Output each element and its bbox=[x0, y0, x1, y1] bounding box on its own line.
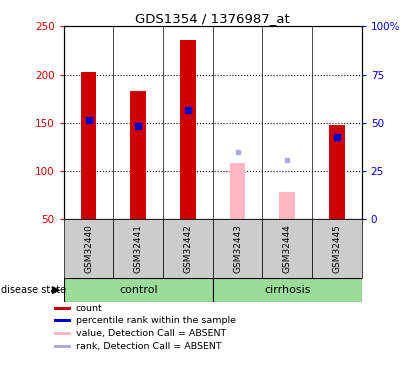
Point bbox=[334, 134, 340, 140]
Text: count: count bbox=[76, 304, 102, 313]
Point bbox=[284, 158, 291, 164]
Text: percentile rank within the sample: percentile rank within the sample bbox=[76, 316, 236, 326]
Text: GSM32442: GSM32442 bbox=[183, 224, 192, 273]
Text: control: control bbox=[119, 285, 157, 295]
Bar bbox=[230, 164, 245, 219]
Bar bbox=[64, 278, 213, 302]
Text: cirrhosis: cirrhosis bbox=[264, 285, 310, 295]
Bar bbox=[279, 192, 295, 219]
Point bbox=[185, 107, 191, 113]
Bar bbox=[64, 219, 113, 278]
Text: ▶: ▶ bbox=[53, 285, 61, 295]
Point bbox=[85, 117, 92, 123]
Text: GSM32444: GSM32444 bbox=[283, 224, 292, 273]
Text: GSM32441: GSM32441 bbox=[134, 224, 143, 273]
Bar bbox=[329, 125, 345, 219]
FancyBboxPatch shape bbox=[53, 345, 71, 348]
FancyBboxPatch shape bbox=[53, 320, 71, 322]
Title: GDS1354 / 1376987_at: GDS1354 / 1376987_at bbox=[135, 12, 290, 25]
Bar bbox=[163, 219, 213, 278]
Bar bbox=[180, 40, 196, 219]
Text: value, Detection Call = ABSENT: value, Detection Call = ABSENT bbox=[76, 329, 226, 338]
Point bbox=[135, 123, 141, 129]
Bar bbox=[213, 219, 262, 278]
Text: GSM32445: GSM32445 bbox=[332, 224, 342, 273]
FancyBboxPatch shape bbox=[53, 307, 71, 310]
FancyBboxPatch shape bbox=[53, 332, 71, 335]
Text: disease state: disease state bbox=[1, 285, 66, 295]
Point bbox=[234, 149, 241, 155]
Bar bbox=[262, 219, 312, 278]
Bar bbox=[130, 91, 146, 219]
Text: GSM32440: GSM32440 bbox=[84, 224, 93, 273]
Bar bbox=[113, 219, 163, 278]
Text: rank, Detection Call = ABSENT: rank, Detection Call = ABSENT bbox=[76, 342, 221, 351]
Bar bbox=[81, 72, 97, 219]
Bar bbox=[312, 219, 362, 278]
Text: GSM32443: GSM32443 bbox=[233, 224, 242, 273]
Bar bbox=[213, 278, 362, 302]
